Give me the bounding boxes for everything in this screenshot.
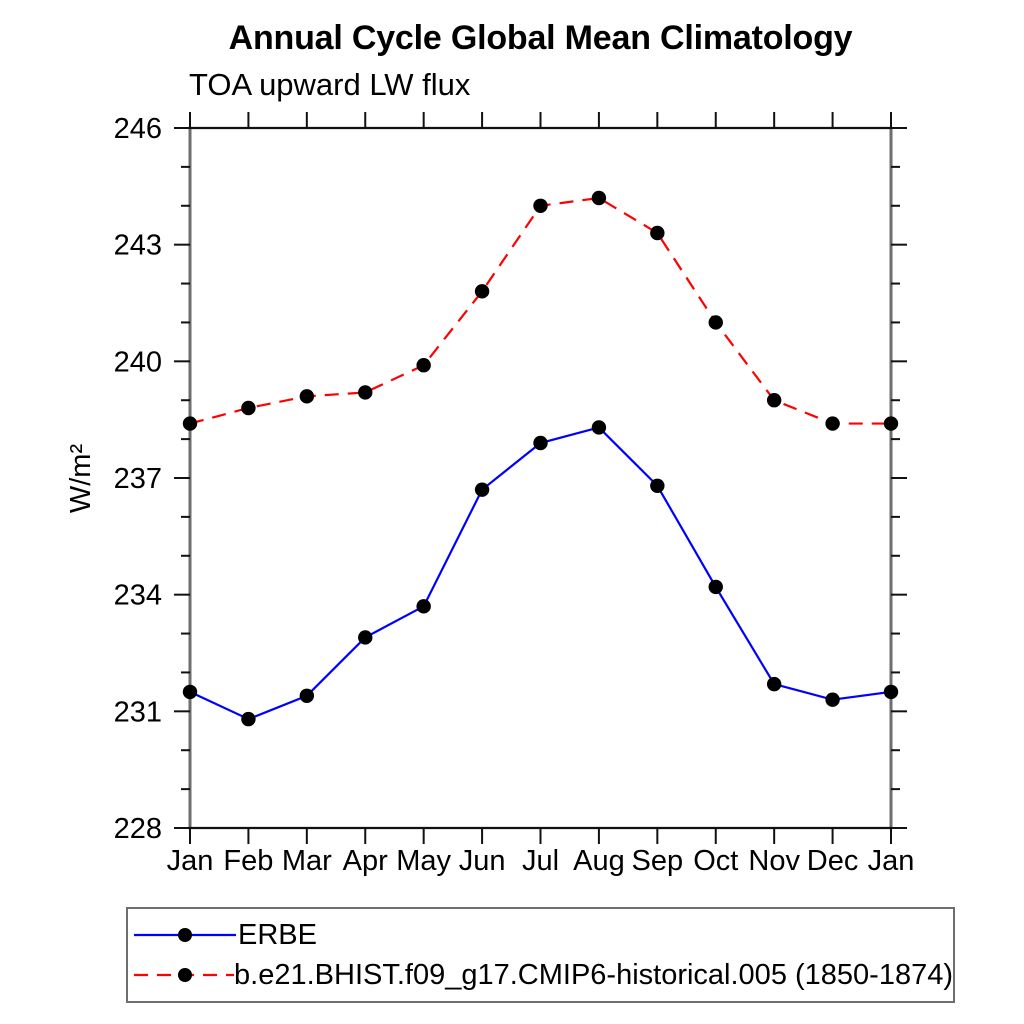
x-tick-label: Sep [632,845,684,877]
x-tick-label: Jun [459,845,506,877]
x-tick-label: Nov [748,845,800,877]
data-point-marker [416,358,431,373]
x-tick-label: May [396,845,451,877]
x-tick-label: Jan [868,845,915,877]
data-point-marker [650,225,665,241]
x-tick-label: Oct [693,845,738,877]
x-tick-label: Jan [167,845,214,877]
legend-box: ERBE b.e21.BHIST.f09_g17.CMIP6-historica… [126,907,955,1003]
data-point-marker [766,393,782,408]
y-tick-label: 231 [114,696,162,728]
y-tick-label: 246 [114,113,162,145]
series-line-0 [189,426,892,721]
data-point-marker [474,284,490,299]
data-point-marker [825,416,840,431]
data-point-marker [299,389,315,404]
legend-label-model: b.e21.BHIST.f09_g17.CMIP6-historical.005… [234,958,953,991]
data-point-marker [708,579,723,595]
data-point-marker [182,416,198,431]
legend-item-model: b.e21.BHIST.f09_g17.CMIP6-historical.005… [132,956,953,994]
chart-subtitle: TOA upward LW flux [189,67,471,102]
data-point-marker [299,688,315,703]
data-point-marker [358,630,373,645]
x-tick-label: Feb [223,845,273,877]
legend-item-erbe: ERBE [132,916,953,954]
y-tick-label: 240 [114,346,162,378]
series-line-1 [189,196,891,425]
data-point-marker [766,676,782,692]
y-tick-label: 234 [114,580,162,612]
chart-title: Annual Cycle Global Mean Climatology [228,19,853,57]
y-tick-label: 243 [114,230,162,262]
legend-line-sample-solid [134,928,236,942]
legend-line-sample-dashed [134,968,235,982]
data-point-marker [474,482,490,497]
legend-marker-dot [178,928,192,942]
data-point-marker [182,684,198,700]
x-tick-label: Jul [522,845,559,877]
legend-label-erbe: ERBE [238,918,317,951]
data-point-marker [241,400,256,416]
y-tick-label: 237 [114,463,162,495]
data-point-marker [533,198,548,213]
x-tick-label: Mar [282,845,332,877]
data-point-marker [708,315,723,330]
x-tick-label: Dec [807,845,859,877]
data-point-marker [591,190,607,206]
data-point-marker [533,435,548,451]
data-point-marker [883,416,899,431]
x-tick-label: Apr [343,845,388,877]
x-tick-label: Aug [573,845,625,877]
data-point-marker [825,692,840,707]
data-point-marker [241,711,256,727]
legend-marker-dot [178,968,192,982]
data-point-marker [650,478,665,493]
y-tick-label: 228 [114,813,162,845]
data-point-marker [358,385,373,400]
data-point-marker [591,420,607,435]
data-point-marker [416,599,431,614]
data-point-marker [883,684,899,700]
